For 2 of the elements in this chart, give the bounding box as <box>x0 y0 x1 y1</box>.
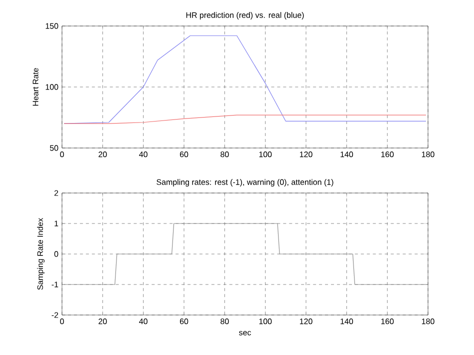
line-series <box>64 114 426 124</box>
line-series <box>64 35 426 124</box>
